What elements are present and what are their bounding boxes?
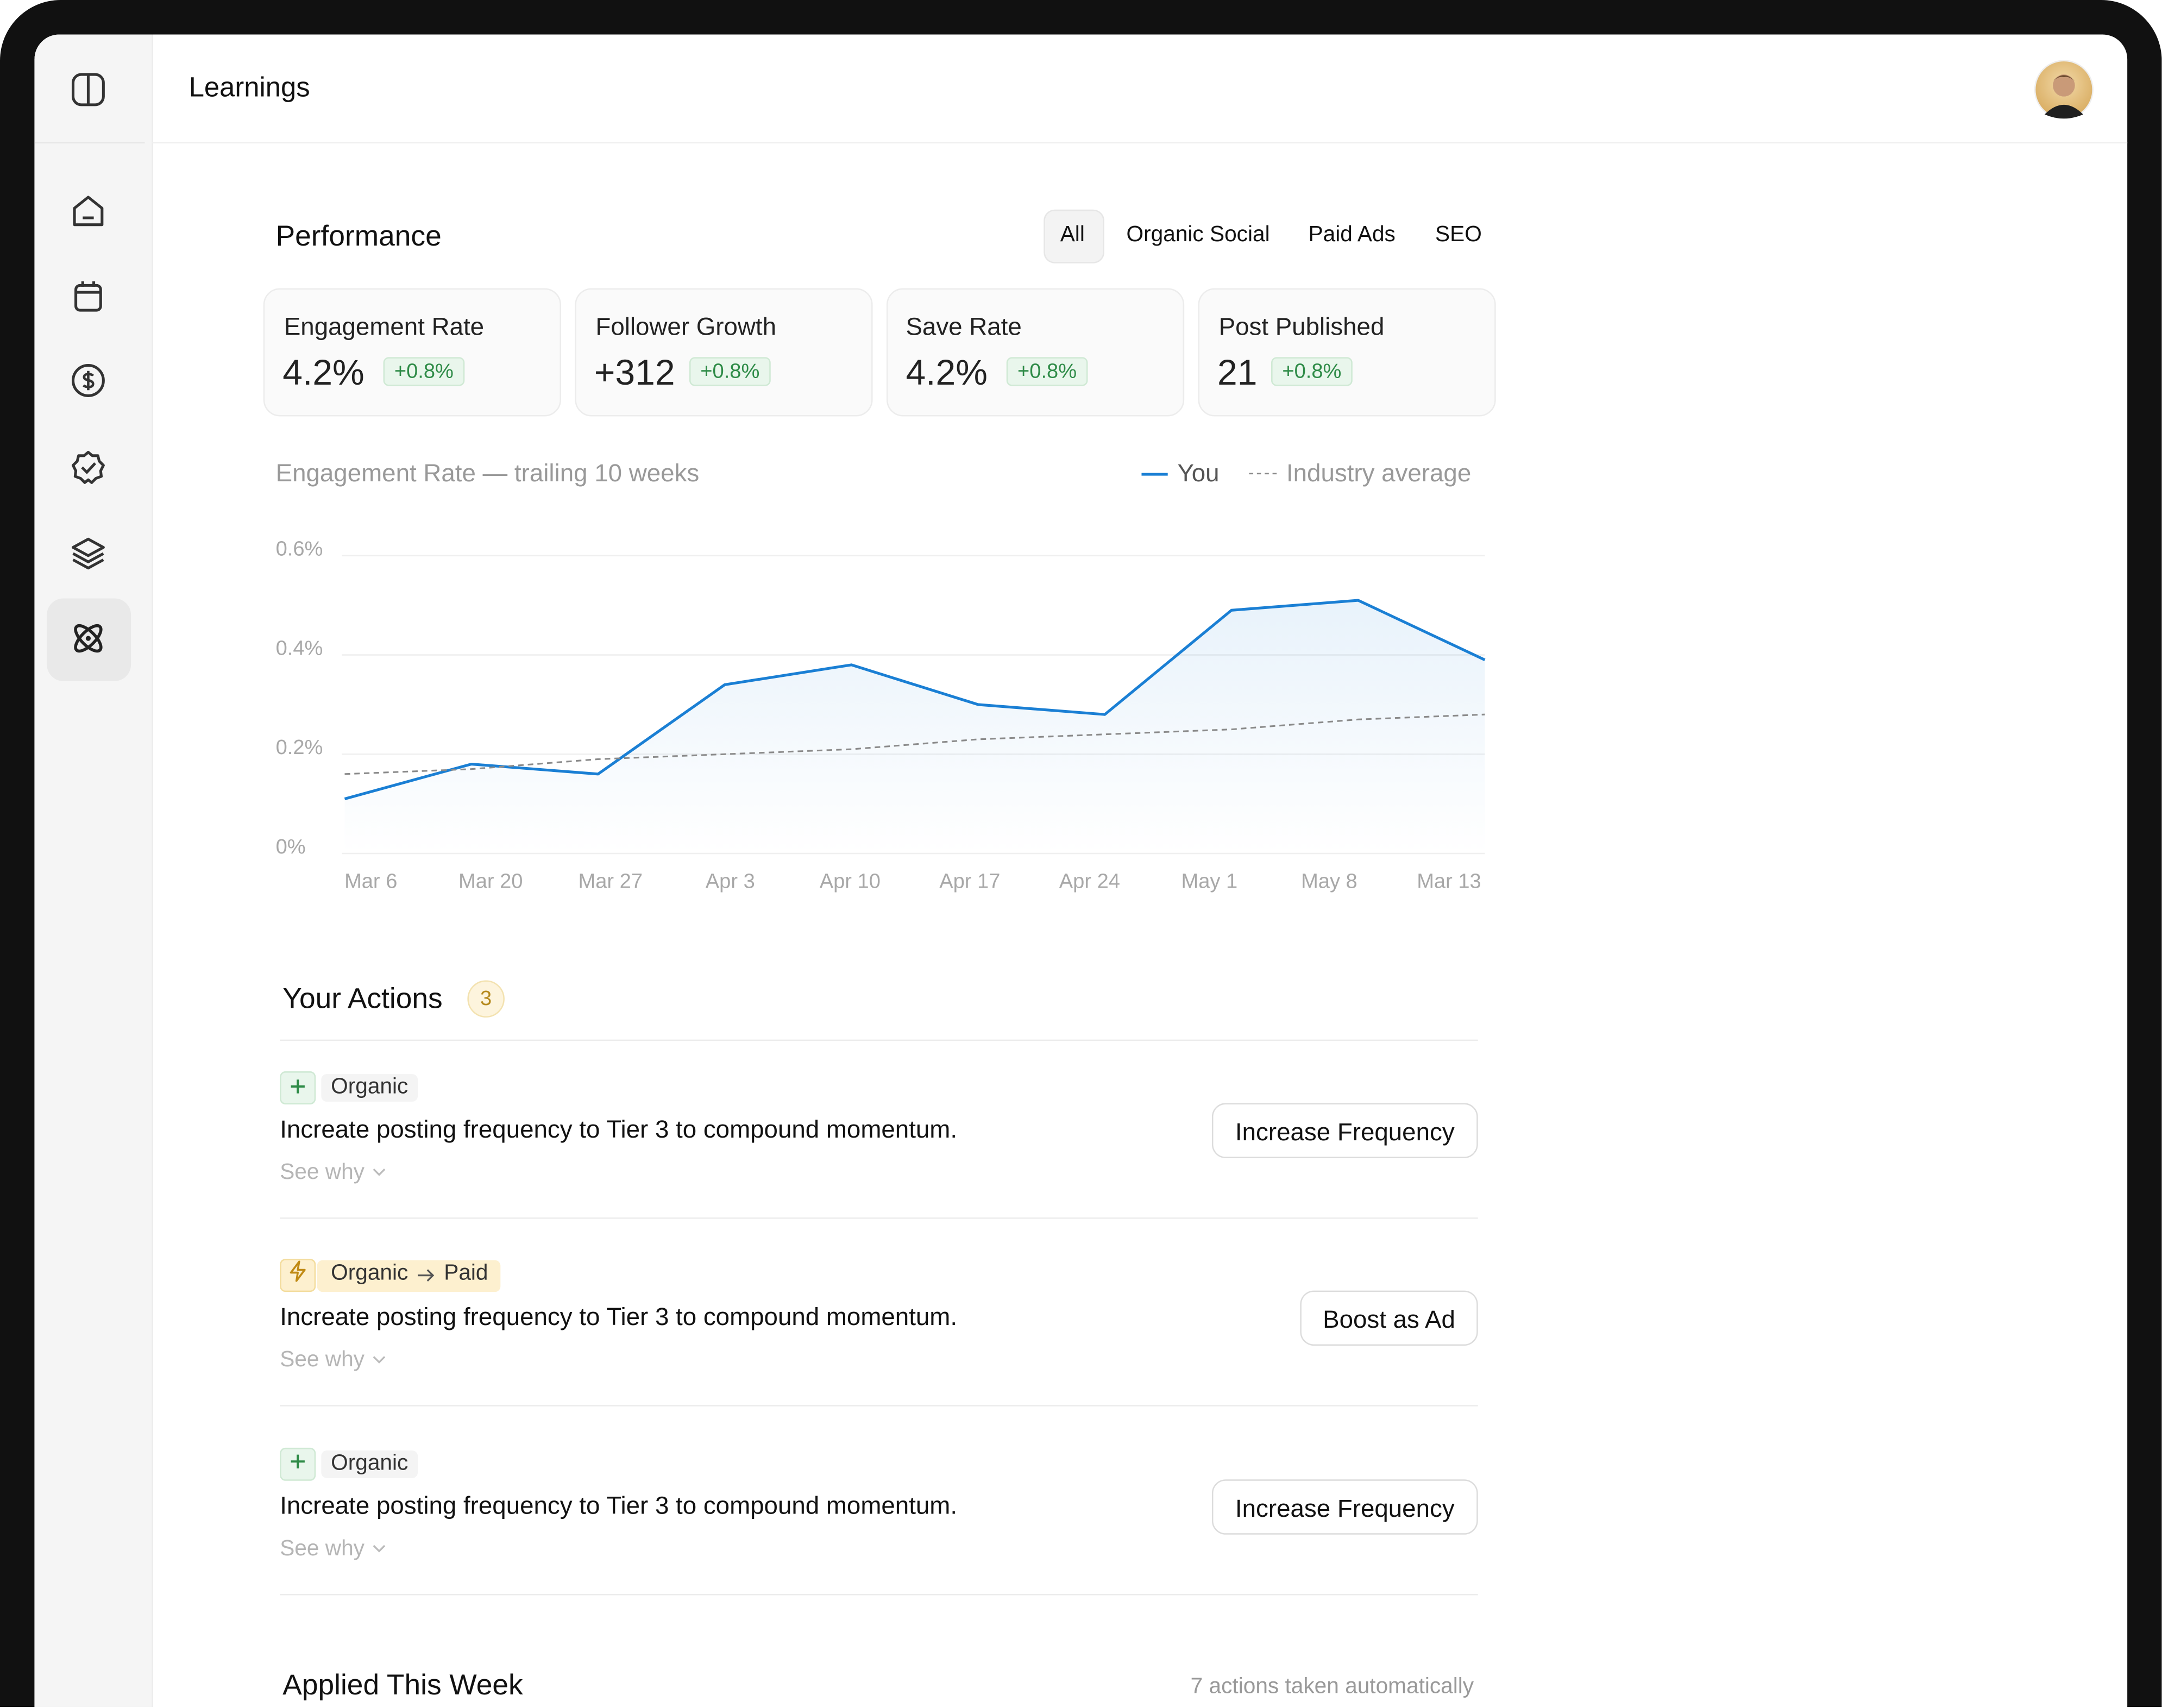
metric-value: +312 [594,351,675,393]
metric-change: +0.8% [1006,357,1088,386]
section-title: Applied This Week [282,1669,523,1701]
divider [280,1039,1478,1041]
series-line [344,599,1486,800]
see-why-label[interactable]: See why [280,1348,364,1372]
y-tick-label: 0.4% [276,637,323,660]
nav-approvals[interactable] [66,445,110,489]
see-why-label[interactable]: See why [280,1160,364,1185]
y-tick-label: 0.6% [276,538,323,561]
nav-calendar[interactable] [66,274,110,318]
x-tick-label: May 1 [1181,870,1238,893]
nav-billing[interactable] [66,359,110,403]
nav-home[interactable] [66,189,110,233]
tag: Paid [444,1261,488,1285]
tab[interactable]: Organic Social [1126,223,1270,247]
sidebar-toggle[interactable] [66,67,110,111]
x-tick-label: Mar 27 [579,870,643,893]
see-why[interactable]: See why [280,1348,387,1373]
tag: Organic [321,1074,418,1102]
metric-change: +0.8% [689,357,771,386]
metric-card [575,288,873,417]
legend-swatch [1141,473,1168,476]
page-title: Learnings [188,73,310,104]
metric-value: 4.2% [282,351,364,393]
x-tick-label: Mar 20 [458,870,523,893]
metric-card [1198,288,1496,417]
divider [280,1405,1478,1406]
see-why[interactable]: See why [280,1161,387,1186]
applied-note: 7 actions taken automatically [1190,1675,1474,1699]
action-button[interactable]: Increase Frequency [1211,1103,1478,1158]
tag-icon [280,1071,316,1104]
tag: Organic [321,1450,418,1478]
metric-change: +0.8% [383,357,465,386]
avatar[interactable] [2034,59,2095,120]
x-tick-label: May 8 [1301,870,1357,893]
x-tick-label: Mar 6 [344,870,397,893]
metric-label: Engagement Rate [284,313,485,341]
divider [280,1217,1478,1219]
legend-swatch [1249,473,1277,475]
section-title: Performance [275,221,442,253]
tag: Organic [331,1261,408,1285]
y-tick-label: 0.2% [276,736,323,759]
metric-label: Save Rate [906,313,1022,341]
tab[interactable]: Paid Ads [1308,223,1396,247]
y-tick-label: 0% [276,836,306,858]
nav-learnings[interactable] [66,616,110,660]
tag-icon [280,1259,316,1292]
x-tick-label: Apr 3 [706,870,755,893]
legend-label: Industry average [1286,459,1472,487]
tag-bg [317,1260,501,1292]
tag-icon [280,1447,316,1481]
sidebar [34,34,153,1707]
tab[interactable]: All [1060,223,1085,247]
action-button[interactable]: Increase Frequency [1211,1479,1478,1535]
x-tick-label: Apr 17 [939,870,1000,893]
nav-layers[interactable] [66,531,110,575]
active-tab-bg [1044,209,1104,263]
action-button[interactable]: Boost as Ad [1300,1290,1478,1346]
x-tick-label: Mar 13 [1417,870,1481,893]
metric-change: +0.8% [1271,357,1353,386]
action-text: Increate posting frequency to Tier 3 to … [280,1303,958,1331]
tag-arrow [418,1269,435,1282]
x-tick-label: Apr 10 [820,870,881,893]
metric-value: 21 [1217,351,1258,393]
count-badge: 3 [467,980,505,1018]
metric-value: 4.2% [906,351,988,393]
series-line [344,713,1485,775]
sidebar-divider [34,142,145,143]
action-text: Increate posting frequency to Tier 3 to … [280,1492,958,1519]
section-title: Your Actions [282,983,443,1015]
legend-label: You [1177,459,1220,487]
divider [280,1593,1478,1596]
see-why[interactable]: See why [280,1537,387,1562]
metric-card [263,288,561,417]
area-fill [344,600,1485,854]
metric-label: Post Published [1218,313,1385,341]
see-why-label[interactable]: See why [280,1537,364,1561]
line-chart: 0% 0.2% 0.4% 0.6% Mar 6 Mar 20 Mar 27 Apr 3 Apr … [276,538,1486,893]
chart-title: Engagement Rate — trailing 10 weeks [275,459,700,487]
x-tick-label: Apr 24 [1059,870,1120,893]
topbar-divider [152,142,2128,143]
tab[interactable]: SEO [1435,223,1482,247]
metric-card [886,288,1185,417]
action-text: Increate posting frequency to Tier 3 to … [280,1115,958,1144]
metric-label: Follower Growth [595,313,777,341]
